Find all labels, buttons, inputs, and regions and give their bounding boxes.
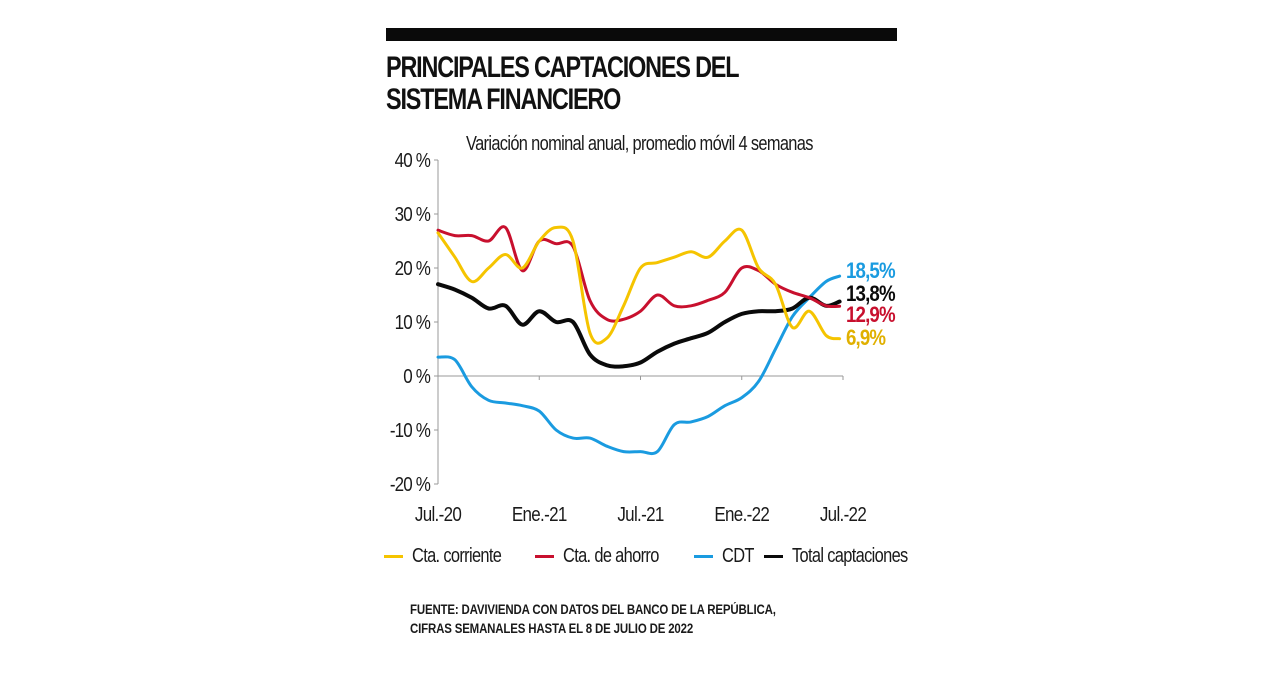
x-tick-label: Ene.-21 (512, 503, 567, 526)
source-note: FUENTE: DAVIVIENDA CON DATOS DEL BANCO D… (410, 600, 776, 638)
source-line2: CIFRAS SEMANALES HASTA EL 8 DE JULIO DE … (410, 621, 694, 636)
legend-label: Total captaciones (792, 545, 908, 567)
source-line1: FUENTE: DAVIVIENDA CON DATOS DEL BANCO D… (410, 602, 776, 617)
chart-title: PRINCIPALES CAPTACIONES DEL SISTEMA FINA… (386, 51, 740, 116)
legend-label: Cta. de ahorro (562, 545, 659, 567)
y-tick-label: -20 % (390, 473, 431, 496)
axes: 40 % 30 % 20 % 10 % 0 % -10 % -20 % Jul.-20 Ene.… (390, 149, 867, 526)
legend-swatch-cta-corriente (384, 555, 403, 558)
end-label-cta-de-ahorro: 12,9% (846, 304, 895, 328)
chart-subtitle: Variación nominal anual, promedio móvil … (466, 133, 813, 155)
legend-swatch-total (764, 555, 784, 558)
header-rule (386, 28, 897, 41)
series-line-cta-corriente (436, 225, 842, 345)
y-tick-label: 30 % (395, 203, 431, 226)
y-tick-label: 10 % (395, 311, 431, 334)
end-label-cta-corriente: 6,9% (846, 327, 886, 351)
y-tick-label: 40 % (395, 149, 431, 172)
series-line-total-captaciones (436, 282, 842, 369)
series-lines (436, 225, 842, 456)
legend-item-cta-corriente: Cta. corriente (384, 545, 521, 568)
legend-item-cdt: CDT (693, 545, 761, 568)
legend-swatch-cdt (693, 555, 713, 558)
x-tick-label: Jul.-22 (820, 503, 867, 526)
end-label-cdt: 18,5% (846, 260, 895, 284)
series-line-cdt (436, 274, 842, 456)
y-tick-label: 20 % (395, 257, 431, 280)
end-labels: 18,5%13,8%12,9%6,9% (846, 260, 896, 351)
y-tick-label: -10 % (390, 419, 431, 442)
x-tick-label: Jul.-21 (617, 503, 664, 526)
end-label-total-captaciones: 13,8% (846, 283, 895, 307)
chart-title-line2: SISTEMA FINANCIERO (386, 83, 621, 116)
x-tick-label: Jul.-20 (415, 503, 462, 526)
legend-label: Cta. corriente (412, 545, 502, 567)
legend-item-total: Total captaciones (764, 545, 933, 568)
x-tick-label: Ene.-22 (714, 503, 769, 526)
legend: Cta. corriente Cta. de ahorro CDT Total … (384, 545, 947, 568)
y-tick-label: 0 % (403, 365, 430, 388)
legend-item-cta-ahorro: Cta. de ahorro (534, 545, 680, 568)
chart-title-line1: PRINCIPALES CAPTACIONES DEL (386, 51, 740, 84)
legend-label: CDT (721, 545, 754, 567)
legend-swatch-cta-ahorro (534, 555, 554, 558)
